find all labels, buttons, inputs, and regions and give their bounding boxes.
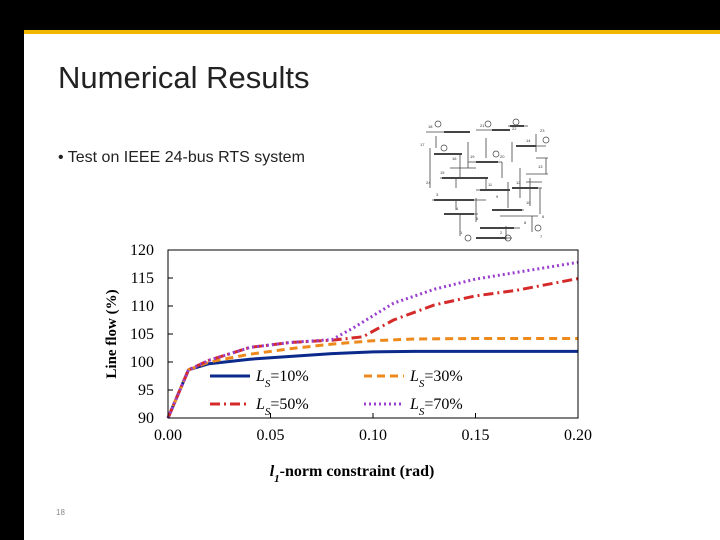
legend-label: LS=50% (255, 396, 309, 418)
series-line-10 (166, 349, 578, 419)
svg-text:19: 19 (470, 154, 475, 159)
accent-bar (0, 30, 720, 34)
svg-text:2: 2 (500, 230, 503, 235)
svg-text:17: 17 (420, 142, 425, 147)
svg-text:1: 1 (460, 230, 463, 235)
legend-label: LS=30% (409, 368, 463, 390)
svg-text:24: 24 (426, 180, 431, 185)
y-tick-label: 120 (130, 242, 154, 259)
svg-text:8: 8 (524, 220, 527, 225)
series-line-50 (166, 277, 579, 419)
svg-text:21: 21 (480, 123, 485, 128)
legend: LS=10% LS=30% LS=50% LS=70% (210, 368, 463, 418)
diagram-generators (434, 118, 550, 242)
y-tick-label: 105 (130, 326, 154, 343)
x-tick-label: 0.00 (154, 427, 182, 444)
svg-text:16: 16 (452, 156, 457, 161)
y-axis-label: Line flow (%) (104, 289, 120, 378)
svg-text:4: 4 (456, 206, 459, 211)
ieee-24-bus-diagram: 18 21 22 17 16 19 20 23 24 15 14 13 11 1… (420, 118, 550, 242)
svg-text:22: 22 (512, 126, 517, 131)
svg-text:7: 7 (540, 234, 543, 239)
x-axis-label: l1-norm constraint (rad) (270, 463, 435, 485)
x-axis-label-l: l (270, 463, 275, 480)
svg-text:14: 14 (526, 138, 531, 143)
svg-text:13: 13 (538, 164, 543, 169)
x-tick-label: 0.20 (564, 427, 592, 444)
slide-title: Numerical Results (58, 60, 310, 95)
series-line-70 (166, 260, 579, 419)
svg-text:12: 12 (516, 180, 521, 185)
svg-text:3: 3 (436, 192, 439, 197)
x-tick-label: 0.05 (257, 427, 285, 444)
x-axis-ticks: 0.00 0.05 0.10 0.15 0.20 (154, 413, 592, 444)
x-tick-label: 0.15 (462, 427, 490, 444)
svg-text:15: 15 (440, 170, 445, 175)
svg-text:11: 11 (488, 182, 493, 187)
line-flow-chart: 0.00 0.05 0.10 0.15 0.20 90 95 100 105 110 115 120… (104, 242, 592, 485)
series-lines (166, 260, 579, 419)
y-tick-label: 95 (138, 382, 154, 399)
svg-text:20: 20 (500, 154, 505, 159)
left-bar (0, 30, 24, 540)
svg-text:5: 5 (476, 216, 479, 221)
top-bar (0, 0, 720, 30)
diagram-buses (434, 125, 538, 239)
svg-text:10: 10 (526, 200, 531, 205)
legend-label: LS=70% (409, 396, 463, 418)
svg-text:18: 18 (428, 124, 433, 129)
slide-number: 18 (56, 508, 65, 517)
x-axis-label-sub: 1 (274, 473, 280, 485)
svg-text:6: 6 (542, 214, 545, 219)
x-tick-label: 0.10 (359, 427, 387, 444)
svg-text:23: 23 (540, 128, 545, 133)
y-tick-label: 110 (131, 298, 154, 315)
y-tick-label: 100 (130, 354, 154, 371)
plot-frame (167, 249, 579, 419)
svg-text:9: 9 (496, 194, 499, 199)
y-axis-ticks: 90 95 100 105 110 115 120 (130, 242, 173, 427)
diagram-lines (426, 125, 548, 240)
legend-label: LS=10% (255, 368, 309, 390)
bullet-point: • Test on IEEE 24-bus RTS system (58, 149, 305, 166)
y-tick-label: 90 (138, 410, 154, 427)
x-axis-label-rest: -norm constraint (rad) (280, 463, 435, 480)
y-tick-label: 115 (131, 270, 154, 287)
diagram-bus-labels: 18 21 22 17 16 19 20 23 24 15 14 13 11 1… (420, 123, 545, 239)
